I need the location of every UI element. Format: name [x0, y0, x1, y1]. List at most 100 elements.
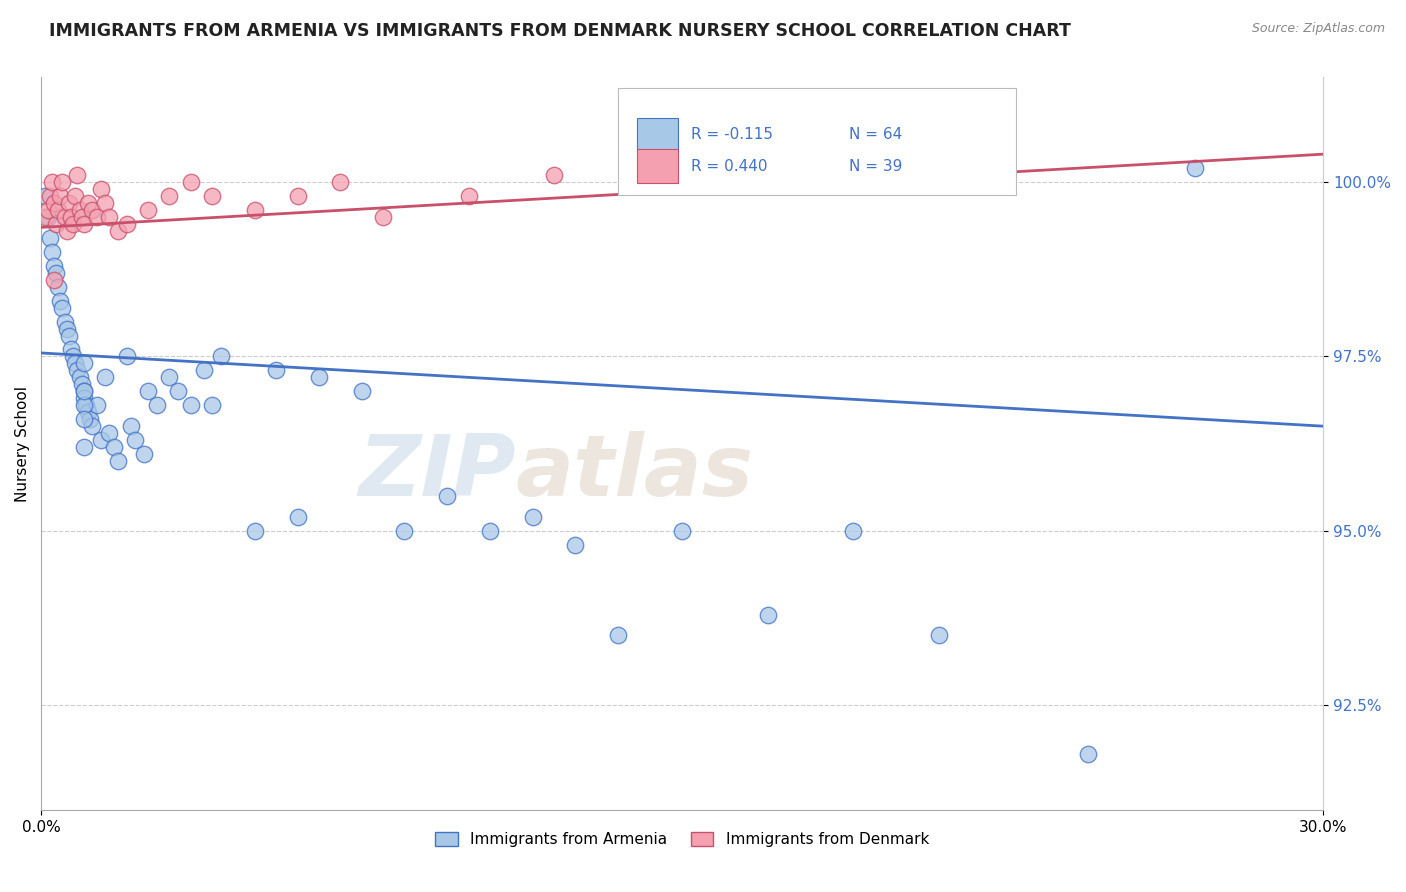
Point — [132, 447, 155, 461]
Point — [53, 210, 76, 224]
Text: ZIP: ZIP — [359, 432, 516, 515]
Point — [37, 210, 59, 224]
Point — [86, 398, 108, 412]
Point — [243, 202, 266, 217]
Point — [62, 217, 84, 231]
Point — [329, 175, 352, 189]
FancyBboxPatch shape — [619, 88, 1015, 194]
Point — [38, 189, 60, 203]
Point — [45, 266, 67, 280]
Point — [193, 363, 215, 377]
Point — [51, 301, 73, 315]
Point — [65, 356, 87, 370]
Text: atlas: atlas — [516, 432, 754, 515]
Point — [34, 210, 56, 224]
Point — [457, 189, 479, 203]
Point — [90, 182, 112, 196]
Point — [51, 175, 73, 189]
Point — [1077, 747, 1099, 761]
Text: N = 39: N = 39 — [849, 159, 903, 174]
Point — [73, 412, 96, 426]
Point — [371, 210, 394, 224]
Point — [607, 628, 630, 642]
Point — [157, 189, 180, 203]
Point — [145, 398, 167, 412]
Point — [55, 321, 77, 335]
Point — [60, 210, 83, 224]
FancyBboxPatch shape — [637, 149, 678, 183]
Point — [82, 419, 104, 434]
Point — [73, 384, 96, 399]
Point — [42, 196, 65, 211]
Point — [115, 350, 138, 364]
Point — [120, 419, 142, 434]
Point — [73, 440, 96, 454]
Point — [42, 273, 65, 287]
Point — [124, 433, 146, 447]
Point — [157, 370, 180, 384]
Point — [308, 370, 330, 384]
Point — [209, 350, 232, 364]
Point — [94, 370, 117, 384]
Point — [79, 412, 101, 426]
Point — [49, 293, 72, 308]
Text: R = -0.115: R = -0.115 — [692, 127, 773, 142]
Point — [115, 217, 138, 231]
Point — [62, 350, 84, 364]
Point — [564, 538, 586, 552]
Point — [66, 168, 89, 182]
Point — [49, 189, 72, 203]
Point — [98, 426, 121, 441]
Point — [243, 524, 266, 538]
Point — [41, 244, 63, 259]
Y-axis label: Nursery School: Nursery School — [15, 385, 30, 501]
Point — [350, 384, 373, 399]
Point — [94, 196, 117, 211]
Point — [65, 189, 87, 203]
Point — [201, 398, 224, 412]
Point — [37, 202, 59, 217]
Point — [82, 202, 104, 217]
Point — [107, 224, 129, 238]
Point — [394, 524, 416, 538]
Point — [75, 398, 97, 412]
Point — [287, 509, 309, 524]
Point — [46, 202, 69, 217]
Point — [436, 489, 458, 503]
Point — [60, 343, 83, 357]
Point — [543, 168, 565, 182]
Point — [58, 196, 80, 211]
Point — [38, 231, 60, 245]
Point — [842, 524, 865, 538]
Point — [928, 628, 950, 642]
Point — [45, 217, 67, 231]
Point — [70, 210, 93, 224]
Point — [478, 524, 501, 538]
Point — [73, 398, 96, 412]
Point — [522, 509, 544, 524]
Point — [34, 189, 56, 203]
Text: R = 0.440: R = 0.440 — [692, 159, 768, 174]
Point — [58, 328, 80, 343]
Point — [46, 279, 69, 293]
Point — [73, 384, 96, 399]
Text: Source: ZipAtlas.com: Source: ZipAtlas.com — [1251, 22, 1385, 36]
Point — [98, 210, 121, 224]
Point — [70, 377, 93, 392]
Point — [756, 607, 779, 622]
Point — [136, 384, 159, 399]
Point — [103, 440, 125, 454]
Point — [73, 392, 96, 406]
Text: N = 64: N = 64 — [849, 127, 903, 142]
Point — [69, 370, 91, 384]
Point — [201, 189, 224, 203]
Point — [42, 259, 65, 273]
Point — [77, 196, 100, 211]
Point — [53, 314, 76, 328]
Point — [136, 202, 159, 217]
FancyBboxPatch shape — [637, 118, 678, 152]
Point — [73, 356, 96, 370]
Point — [167, 384, 190, 399]
Point — [180, 175, 202, 189]
Point — [1184, 161, 1206, 175]
